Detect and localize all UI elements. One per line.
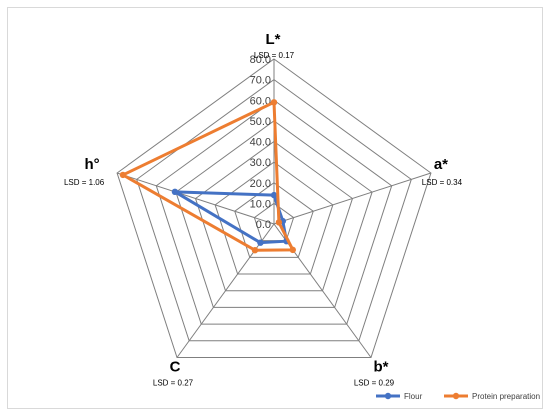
data-point	[270, 99, 278, 106]
data-point	[119, 171, 127, 179]
legend-label: Flour	[404, 392, 423, 401]
legend-swatch-marker	[384, 392, 392, 400]
grid-ring-3	[214, 161, 334, 275]
tick-label: 30.0	[250, 157, 271, 169]
series-layer	[119, 99, 296, 254]
data-point	[171, 188, 179, 196]
tick-label: 70.0	[250, 75, 271, 87]
spoke-1	[273, 172, 432, 225]
axis-label: b*	[373, 358, 388, 375]
grid-ring-7	[136, 79, 412, 342]
tick-label: 40.0	[250, 137, 271, 149]
legend-label: Protein preparation	[472, 392, 540, 401]
series-line-0	[173, 190, 288, 245]
spoke-4	[116, 172, 275, 225]
axis-label: L*	[266, 31, 281, 48]
lsd-label: LSD = 1.06	[64, 178, 105, 187]
tick-label: 50.0	[250, 116, 271, 128]
data-point	[275, 219, 283, 226]
data-point	[257, 239, 264, 246]
axis-label: C	[170, 358, 181, 375]
lsd-label: LSD = 0.17	[254, 51, 295, 60]
lsd-label: LSD = 0.34	[422, 178, 463, 187]
tick-label: 0.0	[256, 219, 271, 231]
data-point	[251, 246, 259, 254]
series-line-1	[121, 100, 295, 252]
grid-ring-4	[194, 140, 354, 292]
grid-ring-6	[155, 99, 393, 325]
lsd-label: LSD = 0.29	[354, 378, 395, 387]
axis-labels: L* LSD = 0.17 a* LSD = 0.34 b* LSD = 0.29 C LSD…	[64, 31, 463, 387]
chart-frame	[7, 7, 543, 409]
legend-swatch-marker	[452, 392, 460, 400]
tick-label: 80.0	[250, 54, 271, 66]
data-point	[270, 191, 278, 199]
tick-label: 20.0	[250, 178, 271, 190]
axis-label: h°	[84, 156, 99, 173]
tick-labels: 0.0 10.0 20.0 30.0 40.0 50.0 60.0 70.0 80.0	[250, 54, 271, 231]
grid-ring-5	[175, 120, 373, 308]
grid-ring-8	[116, 58, 432, 358]
lsd-label: LSD = 0.27	[153, 378, 194, 387]
tick-label: 10.0	[250, 198, 271, 210]
axis-label: a*	[434, 156, 448, 173]
spoke-3	[176, 223, 275, 358]
data-point	[289, 246, 296, 254]
grid-ring-2	[234, 182, 314, 258]
legend: Flour Protein preparation	[376, 392, 540, 401]
tick-label: 60.0	[250, 95, 271, 107]
